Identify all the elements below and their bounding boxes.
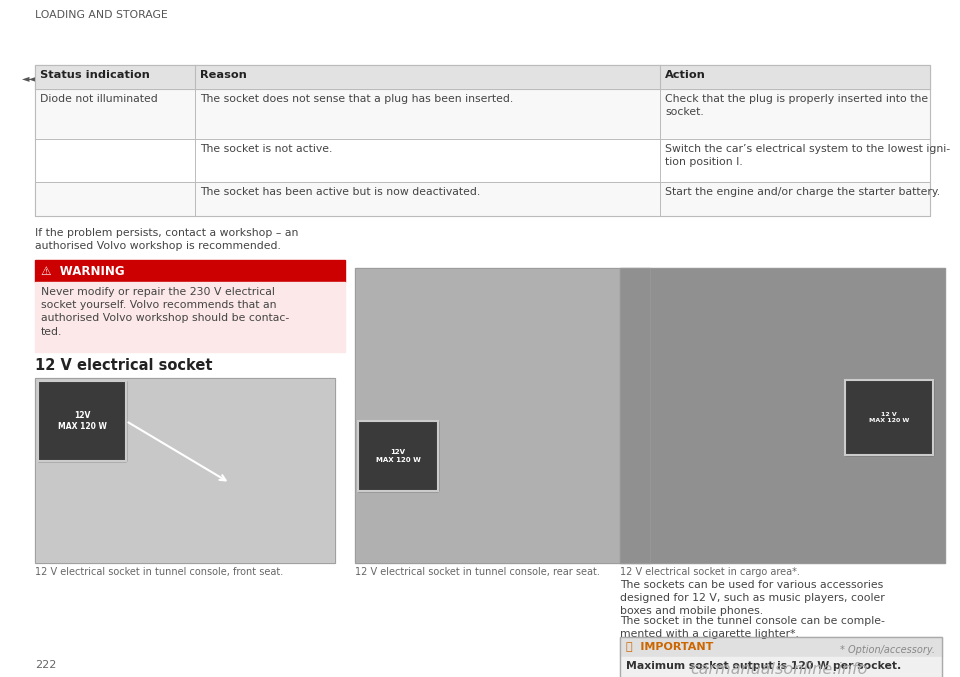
- Text: The socket has been active but is now deactivated.: The socket has been active but is now de…: [200, 187, 480, 197]
- Text: Start the engine and/or charge the starter battery.: Start the engine and/or charge the start…: [665, 187, 940, 197]
- Bar: [35, 260, 345, 282]
- Text: Status indication: Status indication: [40, 70, 150, 80]
- Bar: [35, 378, 335, 563]
- Text: Diode not illuminated: Diode not illuminated: [40, 94, 157, 104]
- Text: 12 V
MAX 120 W: 12 V MAX 120 W: [869, 412, 909, 423]
- Text: 12 V electrical socket: 12 V electrical socket: [35, 358, 212, 373]
- Text: The socket does not sense that a plug has been inserted.: The socket does not sense that a plug ha…: [200, 94, 514, 104]
- Text: 12 V electrical socket in tunnel console, rear seat.: 12 V electrical socket in tunnel console…: [355, 567, 600, 577]
- Text: 12 V electrical socket in tunnel console, front seat.: 12 V electrical socket in tunnel console…: [35, 567, 283, 577]
- Bar: [35, 89, 930, 139]
- Text: 222: 222: [35, 660, 57, 670]
- Text: Check that the plug is properly inserted into the
socket.: Check that the plug is properly inserted…: [665, 94, 928, 117]
- Text: If the problem persists, contact a workshop – an
authorised Volvo workshop is re: If the problem persists, contact a works…: [35, 228, 299, 251]
- Bar: [620, 268, 945, 563]
- Bar: [620, 657, 942, 677]
- Bar: [620, 268, 945, 563]
- Text: Action: Action: [665, 70, 706, 80]
- Bar: [358, 421, 438, 491]
- Bar: [38, 381, 126, 461]
- Text: Maximum socket output is 120 W per socket.: Maximum socket output is 120 W per socke…: [626, 661, 901, 671]
- Text: The sockets can be used for various accessories
designed for 12 V, such as music: The sockets can be used for various acce…: [620, 580, 885, 616]
- Text: Never modify or repair the 230 V electrical
socket yourself. Volvo recommends th: Never modify or repair the 230 V electri…: [41, 287, 289, 336]
- Bar: [358, 421, 438, 491]
- Bar: [845, 380, 933, 455]
- Text: 12V
MAX 120 W: 12V MAX 120 W: [58, 412, 107, 431]
- Text: 12 V electrical socket in cargo area*.: 12 V electrical socket in cargo area*.: [620, 567, 800, 577]
- Bar: [620, 637, 942, 677]
- Text: Reason: Reason: [200, 70, 247, 80]
- Text: Switch the car’s electrical system to the lowest igni-
tion position I.: Switch the car’s electrical system to th…: [665, 144, 950, 167]
- Bar: [355, 268, 650, 563]
- Bar: [845, 380, 933, 455]
- Text: 12V
MAX 120 W: 12V MAX 120 W: [375, 450, 420, 462]
- Bar: [35, 282, 345, 352]
- Bar: [620, 637, 942, 657]
- Bar: [35, 139, 930, 182]
- Text: The socket is not active.: The socket is not active.: [200, 144, 332, 154]
- Text: ⚠  WARNING: ⚠ WARNING: [41, 265, 125, 278]
- Text: ◄◄: ◄◄: [22, 73, 37, 83]
- Bar: [35, 65, 930, 89]
- Text: LOADING AND STORAGE: LOADING AND STORAGE: [35, 10, 168, 20]
- Text: ⓘ  IMPORTANT: ⓘ IMPORTANT: [626, 641, 713, 651]
- Bar: [38, 381, 126, 461]
- Text: The socket in the tunnel console can be comple-
mented with a cigarette lighter*: The socket in the tunnel console can be …: [620, 616, 885, 639]
- Text: * Option/accessory.: * Option/accessory.: [840, 645, 935, 655]
- Bar: [35, 182, 930, 216]
- Bar: [355, 268, 650, 563]
- Text: carmanualsonline.info: carmanualsonline.info: [690, 662, 868, 677]
- Bar: [35, 65, 930, 216]
- Bar: [35, 378, 335, 563]
